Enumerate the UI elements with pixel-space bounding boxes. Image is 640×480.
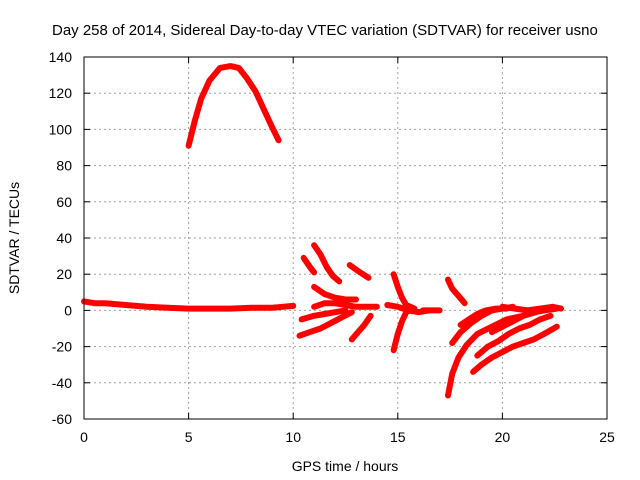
y-tick-label: 40 <box>56 230 72 246</box>
series-layer <box>81 63 564 399</box>
y-tick-label: 0 <box>64 302 72 318</box>
series-arc-g <box>296 309 355 339</box>
y-tick-label: -40 <box>52 375 72 391</box>
grid <box>84 57 607 419</box>
series-arc-high <box>185 63 282 149</box>
series-arc-baseline <box>81 298 297 312</box>
x-tick-label: 15 <box>390 429 406 445</box>
y-tick-label: 140 <box>49 49 73 65</box>
series-arc-h <box>348 312 374 343</box>
x-tick-label: 20 <box>495 429 511 445</box>
y-tick-label: -60 <box>52 411 72 427</box>
y-tick-label: 100 <box>49 121 73 137</box>
series-arc-c <box>311 283 359 303</box>
series-arc-q <box>470 323 560 375</box>
series-arc-f <box>298 307 349 323</box>
series-arc-p <box>457 305 510 328</box>
chart-title: Day 258 of 2014, Sidereal Day-to-day VTE… <box>52 22 598 39</box>
x-tick-label: 5 <box>185 429 193 445</box>
series-arc-i <box>390 271 418 312</box>
axis-ticks: 0 5 10 15 20 25 -60 -40 -20 0 20 40 60 80 100 120 140 <box>49 49 615 445</box>
y-tick-label: 120 <box>49 85 73 101</box>
series-arc-b <box>311 242 343 285</box>
y-tick-label: 80 <box>56 158 72 174</box>
y-tick-label: 20 <box>56 266 72 282</box>
y-tick-label: 60 <box>56 194 72 210</box>
series-arc-e <box>311 300 380 310</box>
y-tick-label: -20 <box>52 339 72 355</box>
series-arc-t <box>499 303 564 314</box>
series-arc-m <box>445 276 468 307</box>
series-arc-a <box>300 254 318 276</box>
x-tick-label: 0 <box>80 429 88 445</box>
series-arc-j <box>390 305 416 354</box>
x-tick-label: 25 <box>599 429 615 445</box>
x-tick-label: 10 <box>285 429 301 445</box>
y-axis-label: SDTVAR / TECUs <box>6 182 22 294</box>
series-arc-d <box>346 262 372 281</box>
x-axis-label: GPS time / hours <box>292 458 399 474</box>
series-arc-r <box>474 312 554 359</box>
